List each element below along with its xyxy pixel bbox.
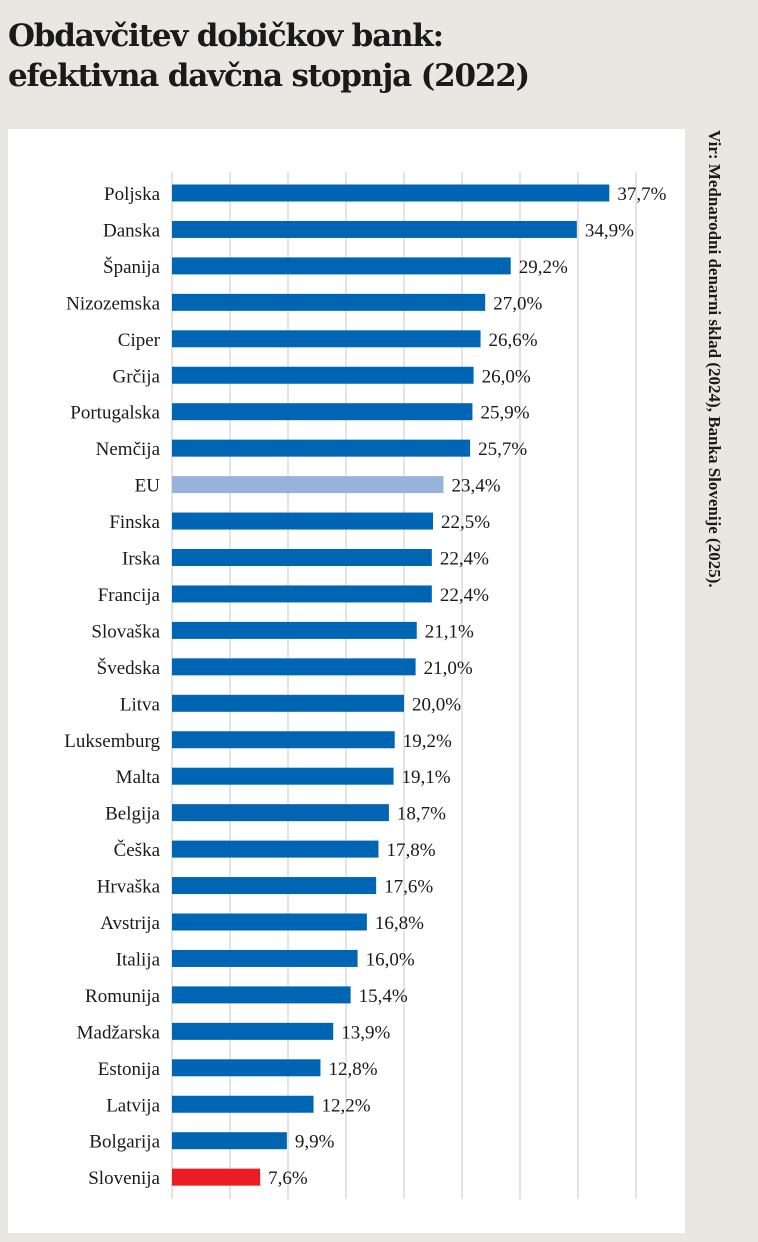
bar [172,1059,321,1077]
data-label: 25,9% [480,403,529,424]
source-note: Vir: Mednarodni denarni sklad (2024), Ba… [705,130,724,588]
bar [172,840,379,858]
category-label: Malta [116,767,161,788]
data-label: 17,8% [386,840,435,861]
category-label: Nizozemska [66,293,160,314]
bar [172,366,474,384]
data-label: 22,4% [440,549,489,570]
category-label: Nemčija [96,439,161,460]
data-label: 37,7% [617,184,666,205]
data-label: 19,2% [403,731,452,752]
category-label: Hrvaška [97,877,161,898]
bar [172,621,417,639]
data-label: 21,1% [425,621,474,642]
chart-title: Obdavčitev dobičkov bank: efektivna davč… [8,16,530,96]
data-label: 27,0% [493,293,542,314]
category-label: Italija [116,949,161,970]
bar [172,549,432,566]
bar [172,949,358,967]
bar [172,439,471,457]
bar [172,1132,287,1150]
bar [172,877,377,895]
category-label: Luksemburg [64,731,160,752]
category-label: Portugalska [70,403,160,424]
title-line-2: efektivna davčna stopnja (2022) [8,58,530,94]
bar [172,512,433,530]
data-label: 17,6% [384,877,433,898]
data-label: 22,4% [440,585,489,606]
category-label: Ciper [118,330,161,351]
data-label: 25,7% [478,439,527,460]
category-label: Bolgarija [89,1132,160,1153]
category-label: Danska [103,220,161,241]
category-label: Latvija [106,1095,160,1116]
bar [172,1168,261,1186]
data-label: 26,6% [489,330,538,351]
category-label: Finska [109,512,160,533]
bar [172,658,416,676]
category-label: Madžarska [77,1022,161,1043]
category-label: Romunija [85,986,161,1007]
bar [172,585,432,603]
data-label: 26,0% [482,366,531,387]
data-label: 15,4% [359,986,408,1007]
category-label: Poljska [104,184,161,205]
data-label: 23,4% [451,476,500,497]
category-label: Irska [122,549,161,570]
data-label: 22,5% [441,512,490,533]
bar [172,184,610,202]
bar [172,804,389,822]
bar [172,731,395,749]
bar [172,986,351,1004]
bar [172,1095,314,1113]
title-line-1: Obdavčitev dobičkov bank: [8,18,444,54]
category-label: Španija [103,256,161,278]
category-label: Avstrija [100,913,160,934]
bar [172,220,577,238]
bar [172,767,394,785]
bar [172,913,367,931]
bar [172,694,404,712]
bar [172,293,486,311]
category-label: Slovaška [91,621,160,642]
data-label: 19,1% [402,767,451,788]
category-label: Belgija [105,804,160,825]
data-label: 21,0% [424,658,473,679]
data-label: 12,2% [322,1095,371,1116]
bar [172,403,473,421]
category-label: Grčija [113,366,161,387]
data-label: 18,7% [397,804,446,825]
category-label: Litva [120,694,161,715]
data-label: 34,9% [585,220,634,241]
bar [172,476,444,494]
bar [172,330,481,348]
bar [172,257,511,275]
data-label: 12,8% [328,1059,377,1080]
data-label: 29,2% [519,257,568,278]
data-label: 13,9% [341,1022,390,1043]
chart-panel: Poljska 37,7% Danska 34,9% Španija 29,2% Nizoz… [8,129,685,1233]
category-label: EU [135,476,161,497]
bar [172,1022,334,1040]
data-label: 9,9% [295,1132,335,1153]
category-label: Češka [114,839,161,861]
category-label: Švedska [97,657,161,679]
data-label: 20,0% [412,694,461,715]
category-label: Estonija [98,1059,161,1080]
data-label: 7,6% [268,1168,308,1189]
data-label: 16,8% [375,913,424,934]
category-label: Slovenija [88,1168,160,1189]
data-label: 16,0% [366,949,415,970]
category-label: Francija [98,585,161,606]
bar-chart: Poljska 37,7% Danska 34,9% Španija 29,2% Nizoz… [64,172,667,1199]
